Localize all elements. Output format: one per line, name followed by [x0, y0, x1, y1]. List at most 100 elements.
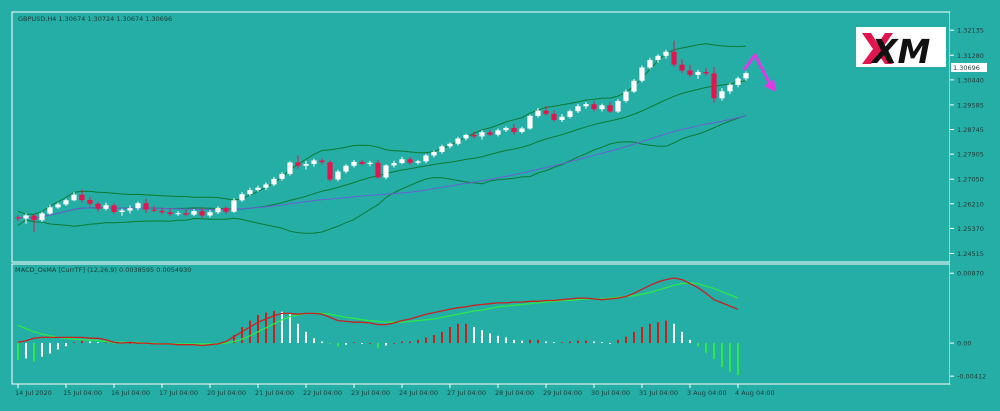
histogram-bar [329, 343, 331, 344]
histogram-bar [89, 341, 91, 344]
histogram-bar [289, 314, 291, 344]
candle [127, 205, 133, 214]
histogram-bar [313, 338, 315, 344]
histogram-bar [441, 331, 443, 344]
candle [743, 71, 749, 81]
candle [295, 155, 301, 169]
candle [87, 197, 93, 207]
histogram-bar [585, 340, 587, 344]
price-axis [950, 12, 1000, 384]
candle [647, 57, 653, 70]
histogram-bar [361, 343, 363, 344]
candle [487, 129, 493, 136]
histogram-bar [409, 341, 411, 344]
candle [535, 107, 541, 118]
histogram-bar [273, 310, 275, 344]
histogram-bar [33, 343, 35, 362]
candle [103, 202, 109, 211]
histogram-bar [297, 323, 299, 344]
candle [135, 201, 141, 211]
candle [231, 198, 237, 213]
price-pane-title: GBPUSD,H4 1.30674 1.30724 1.30674 1.3069… [18, 15, 172, 23]
histogram-bar [481, 330, 483, 344]
bollinger-lower-line [17, 114, 747, 234]
x-tick-label: 27 Jul 04:00 [447, 389, 486, 397]
candle [439, 144, 445, 154]
macd-y-tick-label: 0.00 [957, 340, 971, 348]
x-tick-label: 23 Jul 04:00 [351, 389, 390, 397]
y-tick-label: 1.27050 [957, 176, 984, 184]
y-tick-label: 1.24515 [957, 250, 984, 258]
x-tick-label: 31 Jul 04:00 [639, 389, 678, 397]
candle [287, 161, 293, 176]
histogram-bar [649, 323, 651, 344]
candle [327, 160, 333, 182]
candle [631, 78, 637, 94]
histogram-bar [57, 343, 59, 350]
macd-pane [11, 263, 951, 385]
candle [447, 142, 453, 149]
histogram-bar [73, 342, 75, 344]
candle [175, 211, 181, 216]
candle [351, 159, 357, 168]
histogram-bar [241, 327, 243, 344]
x-tick-label: 30 Jul 04:00 [591, 389, 630, 397]
candle [599, 103, 605, 112]
candle [111, 203, 117, 215]
candle [607, 102, 613, 113]
candle [407, 157, 413, 165]
candle [271, 176, 277, 187]
candle [119, 208, 125, 216]
histogram-bar [105, 342, 107, 344]
candle [543, 105, 549, 116]
x-tick-label: 14 Jul 2020 [15, 389, 52, 397]
macd-line [17, 277, 739, 347]
x-tick-label: 21 Jul 04:00 [255, 389, 294, 397]
histogram-bar [537, 339, 539, 344]
histogram-bar [305, 331, 307, 344]
histogram-bar [489, 333, 491, 344]
histogram-bar [681, 331, 683, 344]
candle [335, 169, 341, 182]
candle [167, 208, 173, 217]
candle [279, 172, 285, 181]
macd-layer [17, 277, 739, 376]
candle [151, 205, 157, 213]
candle [471, 131, 477, 139]
xm-logo: XM [856, 27, 946, 71]
histogram-bar [545, 341, 547, 344]
x-tick-label: 29 Jul 04:00 [543, 389, 582, 397]
candle [663, 49, 669, 59]
histogram-bar [377, 343, 379, 348]
histogram-bar [337, 343, 339, 347]
histogram-bar [569, 341, 571, 344]
candle [247, 187, 253, 196]
candle [623, 89, 629, 103]
candle [191, 209, 197, 217]
histogram-bar [433, 335, 435, 344]
candle [431, 150, 437, 158]
candle [255, 185, 261, 192]
candle [359, 160, 365, 166]
histogram-bar [697, 343, 699, 347]
x-tick-label: 24 Jul 04:00 [399, 389, 438, 397]
candle [239, 192, 245, 202]
y-tick-label: 1.29585 [957, 101, 984, 109]
axis-layer: 1.32135 1.31280 1.30440 1.29585 1.28745 1.279… [15, 27, 986, 397]
candle [383, 164, 389, 180]
candle [583, 102, 589, 109]
histogram-bar [465, 323, 467, 344]
candle [199, 207, 205, 218]
histogram-bar [25, 343, 27, 359]
y-tick-label: 1.32135 [957, 27, 984, 35]
y-tick-label: 1.27905 [957, 151, 984, 159]
candle [319, 158, 325, 165]
histogram-bar [41, 343, 43, 357]
histogram-bar [713, 343, 715, 360]
candle [679, 59, 685, 73]
candle [455, 136, 461, 146]
candle [415, 159, 421, 165]
candle [263, 182, 269, 191]
histogram-bar [561, 342, 563, 344]
